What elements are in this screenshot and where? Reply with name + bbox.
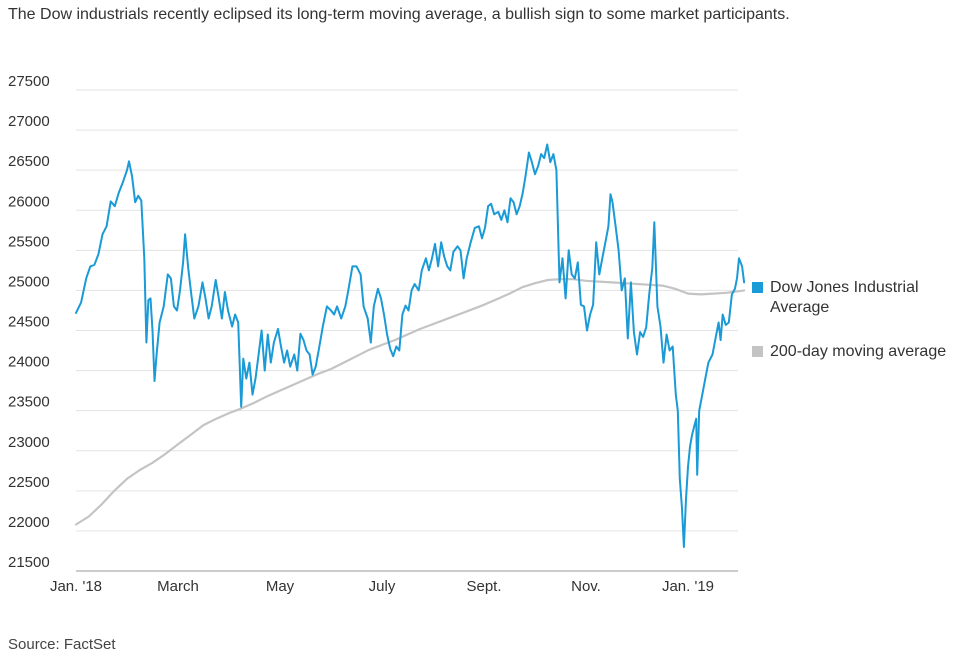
series-line-moving-average — [74, 278, 746, 526]
y-tick-label: 27500 — [8, 73, 50, 90]
y-tick-label: 21500 — [8, 554, 50, 571]
source-note: Source: FactSet — [8, 636, 116, 653]
x-tick-label: Jan. '18 — [50, 578, 102, 595]
y-tick-label: 22500 — [8, 474, 50, 491]
y-tick-label: 25000 — [8, 273, 50, 290]
x-tick-label: July — [369, 578, 396, 595]
x-tick-label: March — [157, 578, 199, 595]
x-tick-label: Jan. '19 — [662, 578, 714, 595]
y-tick-label: 24500 — [8, 314, 50, 331]
legend-swatch-dow — [752, 282, 763, 293]
legend-item-moving-average: 200-day moving average — [752, 342, 970, 362]
legend-label-dow: Dow Jones Industrial Average — [770, 279, 919, 316]
y-tick-label: 24000 — [8, 354, 50, 371]
chart-subtitle: The Dow industrials recently eclipsed it… — [8, 6, 790, 23]
y-tick-label: 25500 — [8, 233, 50, 250]
y-tick-label: 26000 — [8, 193, 50, 210]
y-tick-label: 26500 — [8, 153, 50, 170]
y-tick-label: 23500 — [8, 394, 50, 411]
legend-label-moving-average: 200-day moving average — [770, 343, 947, 360]
series-line-dow — [75, 143, 746, 548]
legend-item-dow: Dow Jones Industrial Average — [752, 278, 970, 318]
y-axis: 21500 22000 22500 23000 23500 24000 24500 25000… — [8, 73, 50, 571]
x-tick-label: May — [266, 578, 295, 595]
grid-lines — [76, 89, 738, 572]
x-axis: Jan. '18 March May July Sept. Nov. Jan. '19 — [50, 578, 714, 595]
legend-swatch-moving-average — [752, 346, 763, 357]
y-tick-label: 27000 — [8, 113, 50, 130]
series-group — [74, 143, 746, 548]
x-tick-label: Sept. — [466, 578, 501, 595]
y-tick-label: 23000 — [8, 434, 50, 451]
x-tick-label: Nov. — [571, 578, 601, 595]
y-tick-label: 22000 — [8, 514, 50, 531]
